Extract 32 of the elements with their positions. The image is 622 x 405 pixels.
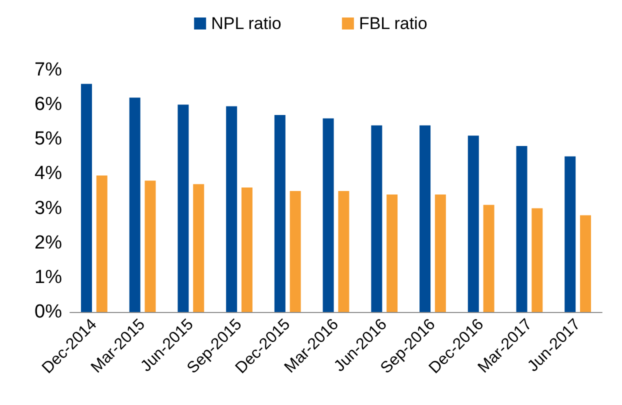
bar xyxy=(338,191,350,312)
bar xyxy=(434,194,446,312)
bar xyxy=(532,208,543,312)
bar xyxy=(371,125,382,312)
bar xyxy=(144,180,156,312)
bar xyxy=(386,194,398,312)
bar xyxy=(96,175,108,312)
bar xyxy=(226,106,238,312)
bar xyxy=(580,215,592,312)
y-tick-label: 1% xyxy=(34,266,62,288)
bar xyxy=(193,184,204,312)
legend-label: NPL ratio xyxy=(211,14,282,33)
y-tick-label: 3% xyxy=(34,198,62,219)
bar xyxy=(241,188,252,312)
bar xyxy=(129,98,140,312)
bar xyxy=(178,104,189,312)
bar xyxy=(564,156,576,312)
bar xyxy=(322,118,334,312)
y-tick-label: 6% xyxy=(34,94,62,116)
y-tick-label: 7% xyxy=(34,60,62,80)
bar xyxy=(468,136,479,312)
y-tick-label: 0% xyxy=(34,302,62,322)
bar xyxy=(80,84,92,312)
y-tick-label: 5% xyxy=(34,128,62,150)
y-tick-label: 2% xyxy=(34,232,62,254)
bar xyxy=(290,191,301,312)
bar xyxy=(483,204,494,312)
y-tick-label: 4% xyxy=(34,163,62,184)
bar xyxy=(420,125,431,312)
legend-label: FBL ratio xyxy=(358,14,428,33)
bar xyxy=(516,146,528,312)
bar xyxy=(274,114,286,312)
